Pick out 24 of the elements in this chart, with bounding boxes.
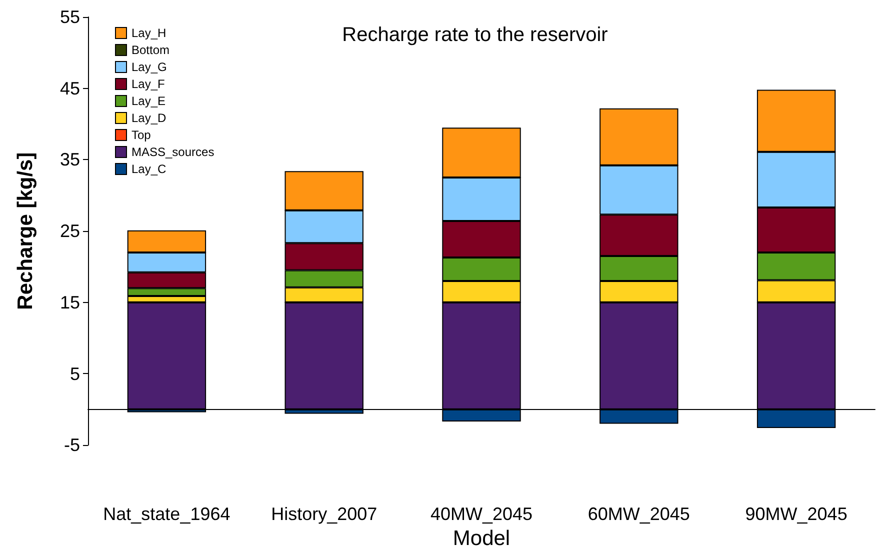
x-tick-label: 90MW_2045: [745, 504, 848, 524]
x-axis-title: Model: [452, 527, 510, 550]
y-tick-label: 5: [70, 364, 80, 384]
legend-label: Lay_E: [132, 94, 166, 108]
legend-label: Lay_C: [132, 162, 167, 176]
y-axis-title: Recharge [kg/s]: [14, 152, 37, 310]
x-tick-label: Nat_state_1964: [103, 504, 230, 524]
chart-title: Recharge rate to the reservoir: [342, 24, 608, 46]
y-tick-label: 45: [60, 78, 80, 98]
x-tick-label: History_2007: [271, 504, 378, 524]
legend-label: Lay_F: [132, 77, 165, 91]
y-tick-label: -5: [64, 435, 80, 456]
y-tick-label: 15: [60, 292, 80, 312]
legend-label: Lay_D: [132, 111, 167, 125]
legend-label: MASS_sources: [132, 145, 214, 159]
y-tick-label: 25: [60, 221, 80, 242]
legend-label: Lay_G: [132, 60, 167, 74]
legend-label: Lay_H: [132, 26, 166, 40]
legend-label: Bottom: [132, 43, 170, 57]
y-tick-label: 35: [60, 150, 80, 170]
legend-label: Top: [132, 128, 152, 142]
x-tick-label: 60MW_2045: [588, 504, 690, 524]
x-tick-label: 40MW_2045: [430, 504, 533, 524]
y-tick-label: 55: [60, 7, 80, 27]
